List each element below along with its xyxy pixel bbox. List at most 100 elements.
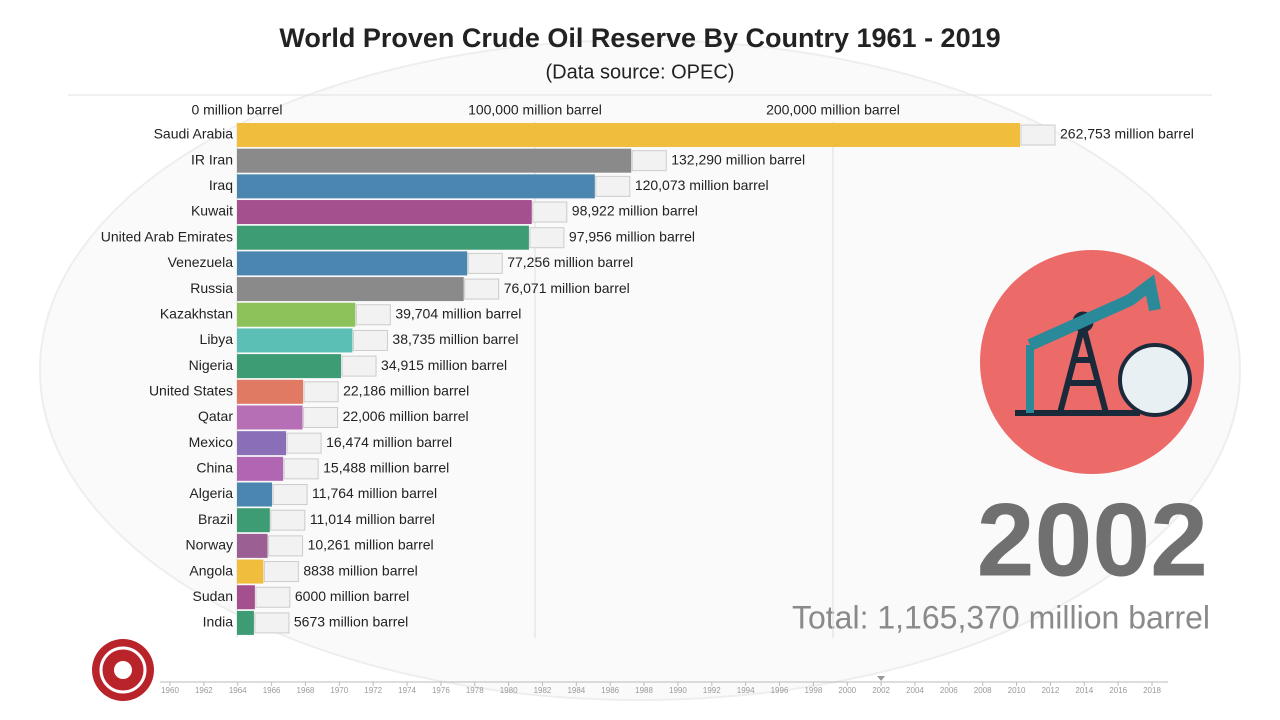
y-tick-label: IR Iran <box>191 151 233 167</box>
flag <box>464 278 500 300</box>
bar <box>237 405 303 430</box>
timeline-label: 2008 <box>974 686 992 695</box>
y-tick-label: India <box>203 614 234 630</box>
value-label: 34,915 million barrel <box>381 357 507 373</box>
flag <box>352 329 388 351</box>
flag <box>283 458 319 480</box>
timeline-label: 1972 <box>364 686 382 695</box>
timeline-label: 2016 <box>1109 686 1127 695</box>
value-label: 262,753 million barrel <box>1060 126 1194 142</box>
timeline-label: 2006 <box>940 686 958 695</box>
y-tick-label: Angola <box>189 562 233 578</box>
y-tick-label: Saudi Arabia <box>154 126 234 142</box>
value-label: 5673 million barrel <box>294 614 408 630</box>
flag <box>272 484 308 506</box>
bar <box>237 328 353 353</box>
timeline-label: 1984 <box>567 686 585 695</box>
y-tick-label: United Arab Emirates <box>101 228 233 244</box>
value-label: 77,256 million barrel <box>507 254 633 270</box>
flag <box>467 252 503 274</box>
timeline-label: 2014 <box>1075 686 1093 695</box>
flag <box>255 586 291 608</box>
bar <box>237 508 270 533</box>
chart-title: World Proven Crude Oil Reserve By Countr… <box>279 23 1000 53</box>
value-label: 97,956 million barrel <box>569 228 695 244</box>
y-tick-label: Nigeria <box>189 357 234 373</box>
timeline-label: 2010 <box>1008 686 1026 695</box>
flag <box>631 150 667 172</box>
timeline-label: 1966 <box>263 686 281 695</box>
y-tick-label: Kuwait <box>191 203 233 219</box>
y-tick-label: China <box>196 460 233 476</box>
flag <box>532 201 568 223</box>
bar <box>237 225 529 250</box>
timeline-marker <box>877 676 886 681</box>
bar <box>237 174 595 199</box>
flag <box>355 304 391 326</box>
total-label: Total: 1,165,370 million barrel <box>792 599 1210 635</box>
value-label: 98,922 million barrel <box>572 203 698 219</box>
bar <box>237 379 304 404</box>
bar <box>237 123 1021 147</box>
timeline-label: 1986 <box>601 686 619 695</box>
timeline-label: 1976 <box>432 686 450 695</box>
y-tick-label: Iraq <box>209 177 233 193</box>
value-label: 15,488 million barrel <box>323 460 449 476</box>
timeline-label: 1968 <box>297 686 315 695</box>
value-label: 38,735 million barrel <box>392 331 518 347</box>
bar <box>237 482 273 507</box>
value-label: 39,704 million barrel <box>395 305 521 321</box>
timeline-label: 1970 <box>330 686 348 695</box>
timeline-label: 1988 <box>635 686 653 695</box>
x-tick-label: 100,000 million barrel <box>468 102 602 118</box>
x-tick-label: 200,000 million barrel <box>766 102 900 118</box>
timeline-label: 1982 <box>534 686 552 695</box>
value-label: 76,071 million barrel <box>504 280 630 296</box>
y-tick-label: Sudan <box>193 588 233 604</box>
timeline-label: 1996 <box>771 686 789 695</box>
value-label: 11,764 million barrel <box>312 485 437 501</box>
oil-icon <box>980 250 1204 474</box>
timeline-label: 1960 <box>161 686 179 695</box>
y-tick-label: Russia <box>190 280 233 296</box>
y-tick-label: Qatar <box>198 408 233 424</box>
flag <box>341 355 377 377</box>
bar <box>237 251 468 276</box>
value-label: 8838 million barrel <box>303 562 417 578</box>
bar <box>237 431 287 456</box>
y-tick-label: Libya <box>200 331 234 347</box>
value-label: 11,014 million barrel <box>310 511 435 527</box>
timeline-label: 2018 <box>1143 686 1161 695</box>
chart-subtitle: (Data source: OPEC) <box>546 61 735 83</box>
bar <box>237 585 255 610</box>
x-tick-label: 0 million barrel <box>191 102 282 118</box>
timeline-label: 2004 <box>906 686 924 695</box>
flag <box>263 561 299 583</box>
timeline-label: 1978 <box>466 686 484 695</box>
bar <box>237 559 264 584</box>
timeline-label: 1992 <box>703 686 721 695</box>
timeline-label: 1998 <box>804 686 822 695</box>
y-tick-label: Algeria <box>189 485 233 501</box>
flag <box>286 432 322 454</box>
flag <box>303 406 339 428</box>
flag <box>529 227 565 249</box>
timeline-label: 1994 <box>737 686 755 695</box>
timeline-label: 1990 <box>669 686 687 695</box>
flag <box>595 175 631 197</box>
timeline-label: 2002 <box>872 686 890 695</box>
bar <box>237 277 464 302</box>
bar <box>237 533 268 558</box>
flag <box>303 381 339 403</box>
bar <box>237 302 356 327</box>
y-tick-label: Kazakhstan <box>160 305 233 321</box>
value-label: 16,474 million barrel <box>326 434 452 450</box>
bar <box>237 148 632 173</box>
y-tick-label: Mexico <box>189 434 234 450</box>
logo <box>92 639 154 701</box>
year-label: 2002 <box>977 482 1208 598</box>
flag <box>254 612 290 634</box>
y-tick-label: United States <box>149 383 233 399</box>
timeline-label: 1974 <box>398 686 416 695</box>
